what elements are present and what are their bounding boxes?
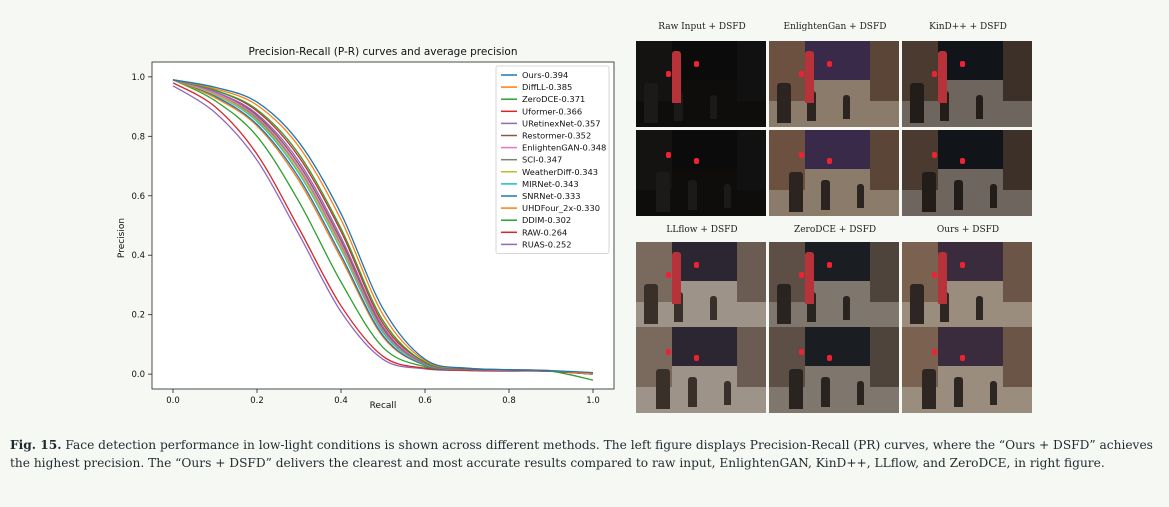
legend-entry: Restormer-0.352 bbox=[522, 131, 591, 141]
series-line bbox=[172, 79, 594, 374]
detection-image bbox=[769, 41, 899, 127]
x-tick-label: 0.4 bbox=[334, 396, 348, 406]
figure-caption: Fig. 15. Face detection performance in l… bbox=[10, 436, 1160, 472]
detection-image bbox=[902, 242, 1032, 328]
y-tick-label: 0.6 bbox=[131, 192, 145, 202]
legend-entry: SNRNet-0.333 bbox=[522, 191, 581, 201]
legend-entry: Uformer-0.366 bbox=[522, 106, 582, 116]
legend-entry: RUAS-0.252 bbox=[522, 239, 572, 249]
legend-entry: MIRNet-0.343 bbox=[522, 179, 579, 189]
detection-image bbox=[636, 327, 766, 413]
legend-entry: WeatherDiff-0.343 bbox=[522, 167, 598, 177]
y-axis-label: Precision bbox=[117, 218, 127, 258]
detection-image-grid: Raw Input + DSFD EnlightenGan + DSFD KinD+… bbox=[636, 22, 1032, 416]
y-tick-label: 0.0 bbox=[131, 370, 145, 380]
detection-image bbox=[636, 242, 766, 328]
detection-image bbox=[902, 130, 1032, 216]
x-tick-label: 1.0 bbox=[586, 396, 600, 406]
legend-entry: URetinexNet-0.357 bbox=[522, 118, 601, 128]
caption-text: Face detection performance in low-light … bbox=[10, 438, 1153, 470]
caption-label: Fig. 15. bbox=[10, 438, 62, 452]
legend-entry: SCI-0.347 bbox=[522, 155, 562, 165]
legend: Ours-0.394 DiffLL-0.385 ZeroDCE-0.371 Uform… bbox=[495, 65, 610, 254]
x-axis-label: Recall bbox=[370, 401, 397, 411]
y-tick-label: 0.4 bbox=[131, 251, 145, 261]
legend-entry: ZeroDCE-0.371 bbox=[522, 94, 585, 104]
y-tick-label: 0.8 bbox=[131, 132, 145, 142]
y-tick-label: 0.2 bbox=[131, 311, 145, 321]
chart-title: Precision-Recall (P-R) curves and averag… bbox=[248, 46, 517, 58]
x-tick-label: 0.6 bbox=[418, 396, 432, 406]
y-tick-label: 1.0 bbox=[131, 73, 145, 83]
panel-title: EnlightenGan + DSFD bbox=[783, 22, 887, 32]
detection-image bbox=[769, 130, 899, 216]
detection-image bbox=[769, 242, 899, 328]
panel-title: KinD++ + DSFD bbox=[929, 22, 1007, 32]
panel-title: ZeroDCE + DSFD bbox=[793, 225, 877, 235]
detection-image bbox=[902, 327, 1032, 413]
panel-title: LLflow + DSFD bbox=[666, 225, 738, 235]
legend-entry: EnlightenGAN-0.348 bbox=[522, 143, 606, 153]
panel-title: Raw Input + DSFD bbox=[658, 22, 746, 32]
detection-image bbox=[636, 41, 766, 127]
x-tick-label: 0.8 bbox=[502, 396, 516, 406]
legend-box bbox=[495, 65, 610, 254]
legend-entry: UHDFour_2x-0.330 bbox=[522, 203, 600, 213]
legend-entry: RAW-0.264 bbox=[522, 227, 567, 237]
x-tick-label: 0.0 bbox=[166, 396, 180, 406]
panel-title: Ours + DSFD bbox=[936, 225, 1000, 235]
x-tick-label: 0.2 bbox=[250, 396, 264, 406]
legend-entry: Ours-0.394 bbox=[522, 70, 568, 80]
legend-entry: DDIM-0.302 bbox=[522, 215, 571, 225]
detection-image bbox=[636, 130, 766, 216]
detection-image bbox=[902, 41, 1032, 127]
legend-entry: DiffLL-0.385 bbox=[522, 82, 572, 92]
detection-image bbox=[769, 327, 899, 413]
pr-chart: Precision-Recall (P-R) curves and averag… bbox=[117, 46, 615, 411]
